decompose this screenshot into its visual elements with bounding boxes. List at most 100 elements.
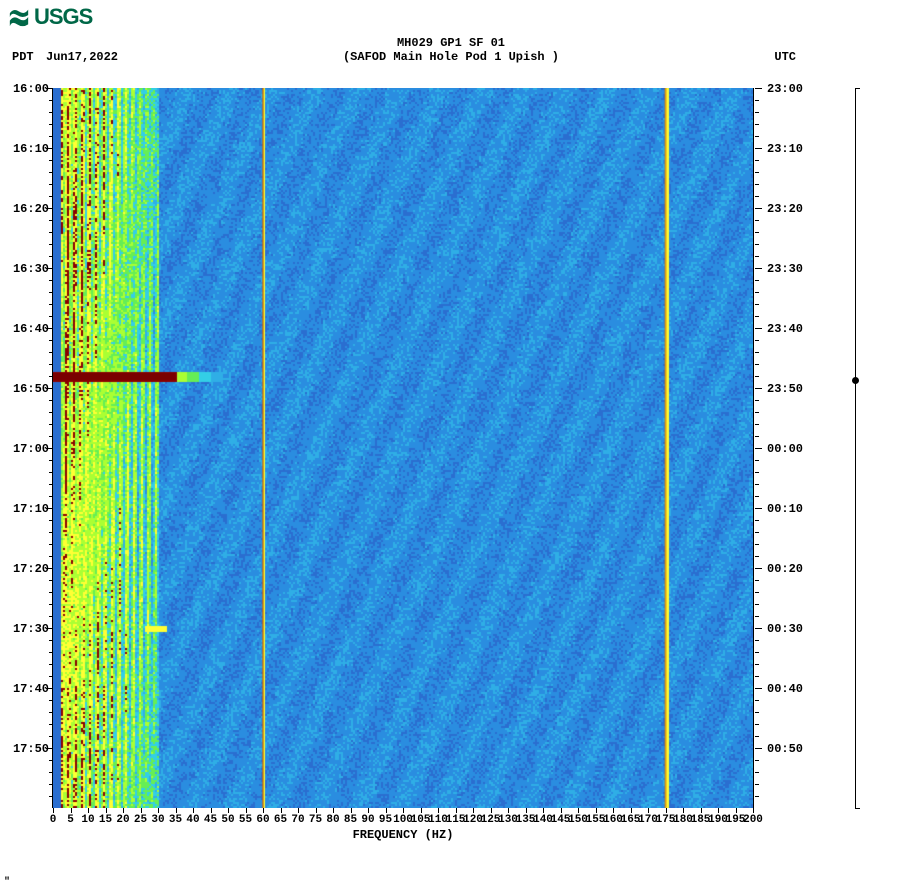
x-tick-mark xyxy=(648,808,649,813)
x-tick-label: 80 xyxy=(326,814,339,826)
y-tick-minor-right xyxy=(755,496,759,497)
amplitude-scale-marker xyxy=(852,377,859,384)
y-tick-right-label: 00:30 xyxy=(767,622,815,636)
y-tick-minor-right xyxy=(755,556,759,557)
y-tick-minor-right xyxy=(755,652,759,653)
y-tick-minor-left xyxy=(49,760,53,761)
x-tick-label: 55 xyxy=(239,814,252,826)
y-tick-minor-right xyxy=(755,172,759,173)
x-tick-mark xyxy=(193,808,194,813)
y-tick-major-left xyxy=(46,508,53,509)
y-tick-major-left xyxy=(46,148,53,149)
y-tick-minor-left xyxy=(49,640,53,641)
x-tick-mark xyxy=(561,808,562,813)
y-tick-minor-left xyxy=(49,172,53,173)
y-tick-minor-right xyxy=(755,100,759,101)
y-tick-minor-right xyxy=(755,196,759,197)
x-tick-mark xyxy=(281,808,282,813)
y-tick-minor-right xyxy=(755,532,759,533)
x-tick-label: 45 xyxy=(204,814,217,826)
y-tick-minor-left xyxy=(49,484,53,485)
y-tick-minor-left xyxy=(49,616,53,617)
y-tick-minor-left xyxy=(49,712,53,713)
x-tick-mark xyxy=(351,808,352,813)
y-tick-minor-right xyxy=(755,760,759,761)
y-tick-minor-left xyxy=(49,472,53,473)
y-tick-minor-right xyxy=(755,220,759,221)
y-tick-minor-left xyxy=(49,280,53,281)
y-tick-minor-left xyxy=(49,124,53,125)
y-tick-major-right xyxy=(755,88,762,89)
x-tick-label: 25 xyxy=(134,814,147,826)
y-tick-minor-right xyxy=(755,412,759,413)
y-axis-left: 16:0016:1016:2016:3016:4016:5017:0017:10… xyxy=(0,88,51,808)
y-tick-right-label: 00:00 xyxy=(767,442,815,456)
y-tick-minor-right xyxy=(755,460,759,461)
y-tick-minor-left xyxy=(49,724,53,725)
y-tick-minor-right xyxy=(755,712,759,713)
x-tick-label: 95 xyxy=(379,814,392,826)
y-tick-minor-right xyxy=(755,436,759,437)
y-tick-minor-left xyxy=(49,436,53,437)
x-tick-label: 65 xyxy=(274,814,287,826)
x-tick-label: 30 xyxy=(151,814,164,826)
amplitude-scale-bar xyxy=(855,88,856,808)
y-tick-major-right xyxy=(755,688,762,689)
y-tick-major-left xyxy=(46,748,53,749)
x-tick-label: 85 xyxy=(344,814,357,826)
y-tick-minor-left xyxy=(49,196,53,197)
x-tick-mark xyxy=(508,808,509,813)
x-tick-label: 35 xyxy=(169,814,182,826)
y-tick-minor-left xyxy=(49,772,53,773)
y-tick-left-label: 16:00 xyxy=(1,82,49,96)
y-tick-minor-left xyxy=(49,232,53,233)
plot-border-right xyxy=(753,88,754,808)
y-tick-minor-left xyxy=(49,292,53,293)
chart-title-line1: MH029 GP1 SF 01 xyxy=(0,36,902,50)
y-tick-major-left xyxy=(46,88,53,89)
x-tick-mark xyxy=(596,808,597,813)
x-tick-mark xyxy=(613,808,614,813)
y-tick-minor-right xyxy=(755,640,759,641)
y-tick-minor-right xyxy=(755,676,759,677)
x-tick-mark xyxy=(298,808,299,813)
y-tick-left-label: 16:10 xyxy=(1,142,49,156)
y-tick-right-label: 00:50 xyxy=(767,742,815,756)
y-tick-minor-left xyxy=(49,676,53,677)
y-tick-minor-left xyxy=(49,556,53,557)
spectrogram-plot xyxy=(53,88,753,808)
y-tick-minor-right xyxy=(755,256,759,257)
y-tick-major-left xyxy=(46,208,53,209)
eof-marker: " xyxy=(4,877,10,888)
usgs-wave-icon xyxy=(8,6,30,28)
y-tick-minor-left xyxy=(49,664,53,665)
y-tick-minor-right xyxy=(755,364,759,365)
y-tick-minor-right xyxy=(755,580,759,581)
y-tick-left-label: 16:50 xyxy=(1,382,49,396)
y-tick-minor-right xyxy=(755,280,759,281)
y-tick-left-label: 16:20 xyxy=(1,202,49,216)
y-tick-major-right xyxy=(755,628,762,629)
x-tick-label: 15 xyxy=(99,814,112,826)
y-tick-minor-left xyxy=(49,160,53,161)
x-tick-mark xyxy=(631,808,632,813)
x-tick-mark xyxy=(578,808,579,813)
x-tick-label: 50 xyxy=(221,814,234,826)
x-tick-mark xyxy=(211,808,212,813)
y-tick-minor-left xyxy=(49,376,53,377)
y-tick-right-label: 00:40 xyxy=(767,682,815,696)
y-tick-right-label: 23:00 xyxy=(767,82,815,96)
x-tick-mark xyxy=(683,808,684,813)
y-tick-major-right xyxy=(755,448,762,449)
y-tick-minor-left xyxy=(49,424,53,425)
y-tick-minor-left xyxy=(49,580,53,581)
y-tick-left-label: 17:10 xyxy=(1,502,49,516)
x-tick-mark xyxy=(176,808,177,813)
chart-title-line2: (SAFOD Main Hole Pod 1 Upish ) xyxy=(0,50,902,64)
y-tick-minor-right xyxy=(755,724,759,725)
x-tick-mark xyxy=(316,808,317,813)
y-tick-left-label: 17:50 xyxy=(1,742,49,756)
x-tick-label: 40 xyxy=(186,814,199,826)
y-tick-major-left xyxy=(46,628,53,629)
x-tick-mark xyxy=(71,808,72,813)
